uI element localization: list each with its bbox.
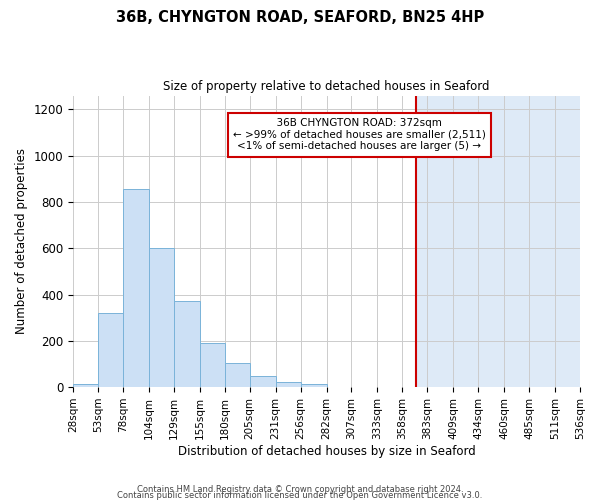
Bar	[225, 363, 250, 387]
Y-axis label: Number of detached properties: Number of detached properties	[15, 148, 28, 334]
Bar	[200, 343, 225, 387]
Bar	[174, 302, 200, 387]
Bar	[250, 376, 275, 387]
Bar	[149, 248, 174, 387]
Text: Contains public sector information licensed under the Open Government Licence v3: Contains public sector information licen…	[118, 490, 482, 500]
Text: Contains HM Land Registry data © Crown copyright and database right 2024.: Contains HM Land Registry data © Crown c…	[137, 484, 463, 494]
Text: 36B, CHYNGTON ROAD, SEAFORD, BN25 4HP: 36B, CHYNGTON ROAD, SEAFORD, BN25 4HP	[116, 10, 484, 25]
Bar	[416, 96, 580, 387]
Text: 36B CHYNGTON ROAD: 372sqm  
← >99% of detached houses are smaller (2,511)
<1% of: 36B CHYNGTON ROAD: 372sqm ← >99% of deta…	[233, 118, 486, 152]
X-axis label: Distribution of detached houses by size in Seaford: Distribution of detached houses by size …	[178, 444, 475, 458]
Bar	[275, 382, 301, 387]
Bar	[123, 190, 149, 387]
Bar	[98, 313, 123, 387]
Title: Size of property relative to detached houses in Seaford: Size of property relative to detached ho…	[163, 80, 490, 93]
Bar	[301, 384, 326, 387]
Bar	[73, 384, 98, 387]
